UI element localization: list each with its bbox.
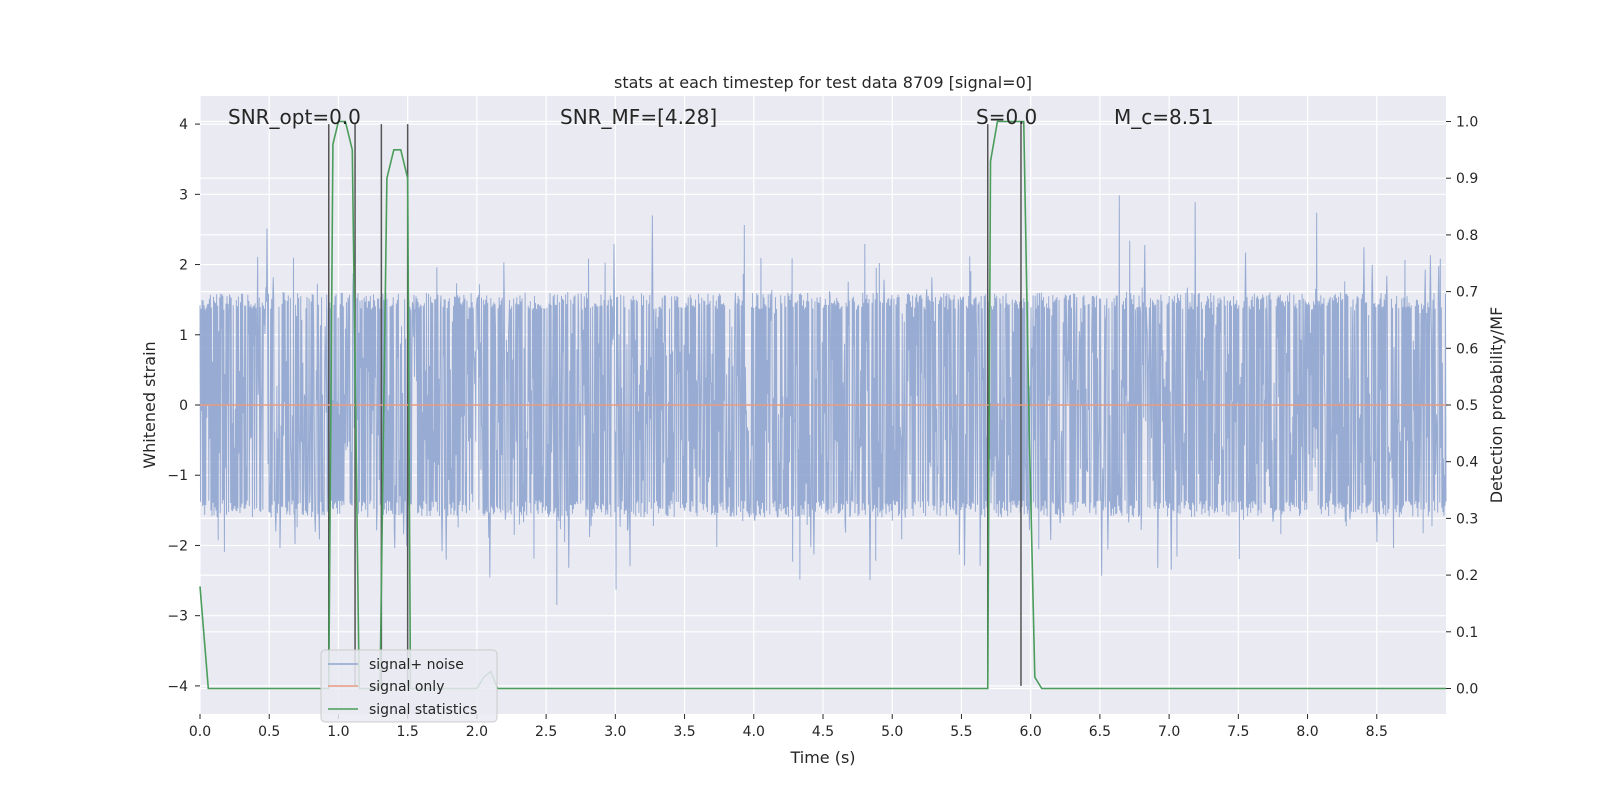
x-tick-label: 5.5	[950, 724, 972, 740]
y-axis-label: Whitened strain	[140, 341, 159, 468]
annotation-s: S=0.0	[976, 105, 1037, 129]
y-tick-label: 2	[179, 258, 188, 274]
legend-label-signal-statistics: signal statistics	[369, 702, 477, 718]
y2-tick-label: 0.8	[1456, 228, 1478, 244]
x-tick-label: 6.5	[1089, 724, 1111, 740]
y2-axis-label: Detection probability/MF	[1487, 307, 1506, 504]
y2-tick-label: 0.6	[1456, 341, 1478, 357]
y-tick-label: −3	[167, 609, 188, 625]
x-tick-label: 7.0	[1158, 724, 1180, 740]
x-tick-label: 3.5	[673, 724, 695, 740]
y2-tick-label: 0.7	[1456, 285, 1478, 301]
legend-label-signal-only: signal only	[369, 679, 444, 695]
x-tick-label: 8.5	[1366, 724, 1388, 740]
chart-title: stats at each timestep for test data 870…	[614, 73, 1032, 92]
x-tick-label: 2.0	[466, 724, 488, 740]
x-tick-label: 1.5	[397, 724, 419, 740]
annotation-snr-mf: SNR_MF=[4.28]	[560, 105, 717, 129]
y-tick-label: 1	[179, 328, 188, 344]
legend-box	[320, 649, 498, 723]
x-tick-label: 5.0	[881, 724, 903, 740]
x-tick-label: 6.0	[1020, 724, 1042, 740]
x-axis-label: Time (s)	[789, 748, 855, 767]
x-tick-label: 2.5	[535, 724, 557, 740]
x-tick-label: 4.5	[812, 724, 834, 740]
x-tick-label: 7.5	[1227, 724, 1249, 740]
x-tick-label: 1.0	[327, 724, 349, 740]
x-tick-label: 8.0	[1296, 724, 1318, 740]
y-tick-label: −2	[167, 538, 188, 554]
y-tick-label: 3	[179, 187, 188, 203]
y-tick-label: 4	[179, 117, 188, 133]
y-tick-label: −1	[167, 468, 188, 484]
y2-ticks: 0.0 0.1 0.2 0.3 0.4 0.5 0.6 0.7 0.8 0.9 1.0	[1446, 115, 1478, 697]
y2-tick-label: 0.3	[1456, 511, 1478, 527]
y2-tick-label: 0.0	[1456, 681, 1478, 697]
annotation-snr-opt: SNR_opt=0.0	[228, 105, 361, 129]
legend: signal+ noise signal only signal statist…	[320, 649, 498, 723]
x-tick-label: 3.0	[604, 724, 626, 740]
x-tick-label: 0.0	[189, 724, 211, 740]
y2-tick-label: 0.2	[1456, 568, 1478, 584]
x-ticks: 0.0 0.5 1.0 1.5 2.0 2.5 3.0 3.5 4.0 4.5 5.0 5.5 6.0 6…	[189, 714, 1388, 740]
legend-label-signal-noise: signal+ noise	[369, 657, 464, 673]
y2-tick-label: 0.4	[1456, 455, 1478, 471]
x-tick-label: 0.5	[258, 724, 280, 740]
y-tick-label: 0	[179, 398, 188, 414]
y-ticks: −4 −3 −2 −1 0 1 2 3 4	[167, 117, 200, 695]
y2-tick-label: 1.0	[1456, 115, 1478, 131]
y2-tick-label: 0.1	[1456, 625, 1478, 641]
y-tick-label: −4	[167, 679, 188, 695]
x-tick-label: 4.0	[743, 724, 765, 740]
annotation-mc: M_c=8.51	[1114, 105, 1214, 129]
y2-tick-label: 0.5	[1456, 398, 1478, 414]
y2-tick-label: 0.9	[1456, 171, 1478, 187]
